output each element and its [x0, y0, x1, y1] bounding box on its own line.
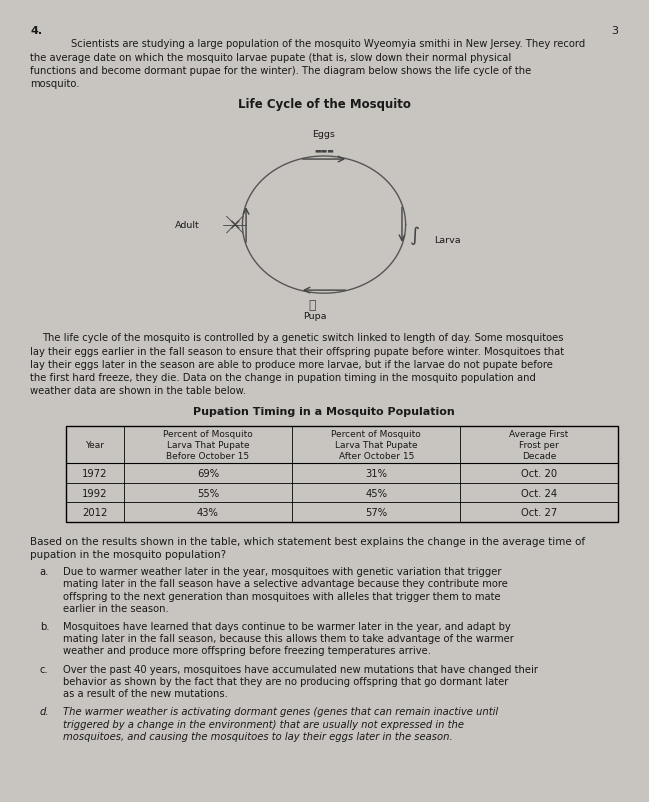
Text: mating later in the fall season, because this allows them to take advantage of t: mating later in the fall season, because…: [63, 634, 514, 643]
Text: ▬▬▬: ▬▬▬: [314, 147, 334, 153]
Text: mosquito.: mosquito.: [31, 79, 80, 89]
Text: 1992: 1992: [82, 488, 108, 498]
Text: Based on the results shown in the table, which statement best explains the chang: Based on the results shown in the table,…: [31, 536, 585, 546]
Text: 2012: 2012: [82, 508, 108, 517]
Text: the average date on which the mosquito larvae pupate (that is, slow down their n: the average date on which the mosquito l…: [31, 53, 511, 63]
Text: Life Cycle of the Mosquito: Life Cycle of the Mosquito: [238, 98, 410, 111]
Text: mosquitoes, and causing the mosquitoes to lay their eggs later in the season.: mosquitoes, and causing the mosquitoes t…: [63, 731, 452, 741]
Text: 4.: 4.: [31, 26, 42, 35]
Text: 🪲: 🪲: [309, 298, 316, 312]
Text: functions and become dormant pupae for the winter). The diagram below shows the : functions and become dormant pupae for t…: [31, 66, 532, 75]
Text: 31%: 31%: [365, 468, 387, 479]
Text: 57%: 57%: [365, 508, 387, 517]
Text: 43%: 43%: [197, 508, 219, 517]
Text: 55%: 55%: [197, 488, 219, 498]
Text: as a result of the new mutations.: as a result of the new mutations.: [63, 688, 228, 699]
Text: triggered by a change in the environment) that are usually not expressed in the: triggered by a change in the environment…: [63, 719, 464, 728]
Text: ✕: ✕: [228, 218, 241, 233]
Text: Eggs: Eggs: [313, 130, 336, 140]
Text: a.: a.: [40, 566, 49, 577]
Text: Oct. 20: Oct. 20: [521, 468, 557, 479]
Text: 3: 3: [611, 26, 618, 35]
Text: Percent of Mosquito
Larva That Pupate
Before October 15: Percent of Mosquito Larva That Pupate Be…: [163, 429, 253, 460]
Text: The life cycle of the mosquito is controlled by a genetic switch linked to lengt: The life cycle of the mosquito is contro…: [42, 333, 563, 343]
Text: pupation in the mosquito population?: pupation in the mosquito population?: [31, 549, 227, 559]
Text: the first hard freeze, they die. Data on the change in pupation timing in the mo: the first hard freeze, they die. Data on…: [31, 373, 536, 383]
Text: lay their eggs earlier in the fall season to ensure that their offspring pupate : lay their eggs earlier in the fall seaso…: [31, 346, 565, 356]
Text: Due to warmer weather later in the year, mosquitoes with genetic variation that : Due to warmer weather later in the year,…: [63, 566, 502, 577]
Text: 69%: 69%: [197, 468, 219, 479]
Text: Scientists are studying a large population of the mosquito Wyeomyia smithi in Ne: Scientists are studying a large populati…: [71, 39, 585, 50]
Text: lay their eggs later in the season are able to produce more larvae, but if the l: lay their eggs later in the season are a…: [31, 359, 553, 370]
Text: Mosquitoes have learned that days continue to be warmer later in the year, and a: Mosquitoes have learned that days contin…: [63, 622, 511, 631]
Text: Oct. 27: Oct. 27: [521, 508, 557, 517]
Text: offspring to the next generation than mosquitoes with alleles that trigger them : offspring to the next generation than mo…: [63, 591, 500, 601]
Text: Year: Year: [85, 440, 104, 450]
Text: Oct. 24: Oct. 24: [521, 488, 557, 498]
Bar: [66, 427, 618, 522]
Text: behavior as shown by the fact that they are no producing offspring that go dorma: behavior as shown by the fact that they …: [63, 676, 508, 686]
Text: Larva: Larva: [434, 236, 461, 245]
Text: Percent of Mosquito
Larva That Pupate
After October 15: Percent of Mosquito Larva That Pupate Af…: [332, 429, 421, 460]
Text: 1972: 1972: [82, 468, 108, 479]
Text: earlier in the season.: earlier in the season.: [63, 603, 169, 613]
Text: ∫: ∫: [410, 225, 421, 245]
Text: Average First
Frost per
Decade: Average First Frost per Decade: [509, 429, 569, 460]
Text: Pupa: Pupa: [302, 311, 326, 321]
Text: mating later in the fall season have a selective advantage because they contribu: mating later in the fall season have a s…: [63, 579, 508, 589]
Text: 45%: 45%: [365, 488, 387, 498]
Text: weather and produce more offspring before freezing temperatures arrive.: weather and produce more offspring befor…: [63, 646, 431, 656]
Text: Over the past 40 years, mosquitoes have accumulated new mutations that have chan: Over the past 40 years, mosquitoes have …: [63, 664, 538, 674]
Text: Pupation Timing in a Mosquito Population: Pupation Timing in a Mosquito Population: [193, 407, 455, 417]
Text: c.: c.: [40, 664, 49, 674]
Text: b.: b.: [40, 622, 49, 631]
Text: The warmer weather is activating dormant genes (genes that can remain inactive u: The warmer weather is activating dormant…: [63, 707, 498, 716]
Text: weather data are shown in the table below.: weather data are shown in the table belo…: [31, 386, 247, 396]
Text: d.: d.: [40, 707, 49, 716]
Text: Adult: Adult: [175, 221, 199, 230]
